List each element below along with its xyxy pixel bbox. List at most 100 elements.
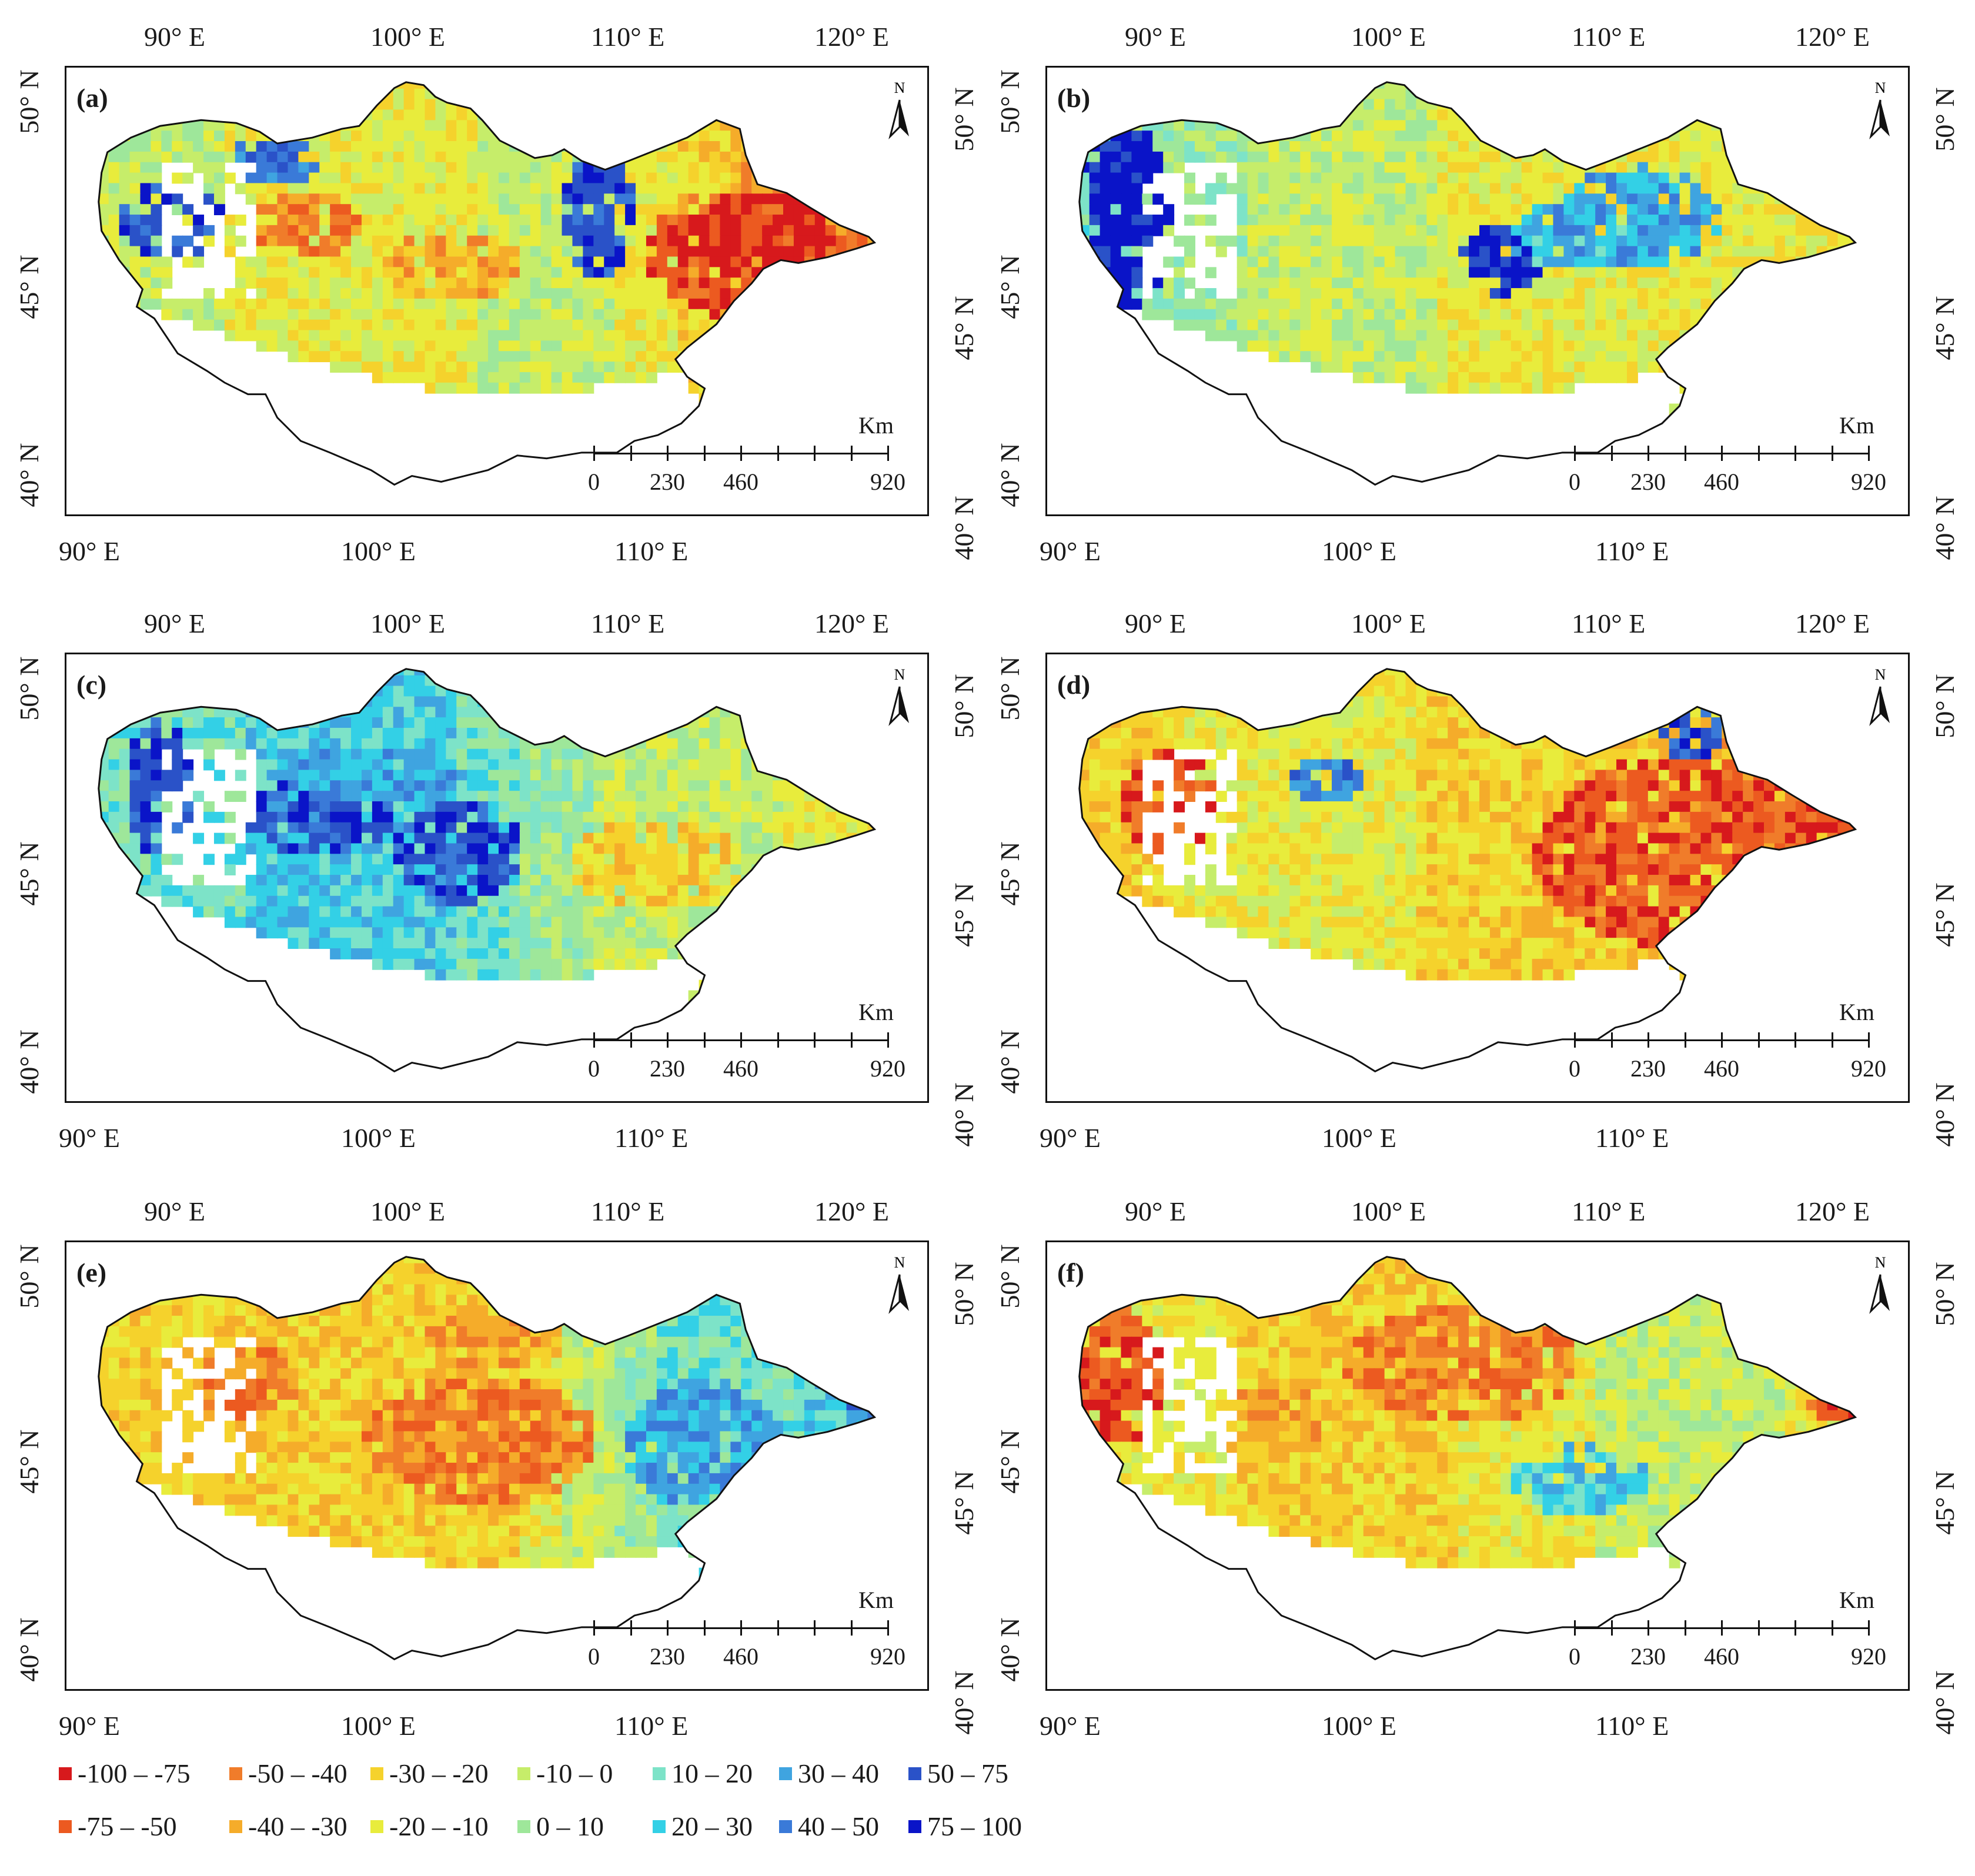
panel-label: (c) — [76, 670, 107, 700]
top-longitude-label: 100° E — [370, 1196, 445, 1226]
legend-label: 10 – 20 — [671, 1758, 753, 1788]
map-panel-f: 90° E 100° E 110° E 120° E 90° E 100° E 110° E… — [981, 1175, 1974, 1757]
left-latitude-label: 50° N — [995, 1244, 1025, 1309]
legend-item: 20 – 30 — [653, 1811, 753, 1842]
left-latitude-label: 45° N — [995, 841, 1025, 906]
panel-label: (b) — [1057, 83, 1091, 113]
country-outline — [1078, 668, 1857, 1073]
change-map — [98, 668, 877, 1073]
right-latitude-label: 45° N — [1930, 882, 1960, 947]
right-latitude-label: 45° N — [1930, 296, 1960, 360]
scale-bar-unit: Km — [858, 412, 894, 439]
legend-swatch — [653, 1820, 666, 1833]
legend-swatch — [370, 1767, 383, 1780]
legend-item: -30 – -20 — [370, 1758, 489, 1789]
left-latitude-label: 40° N — [14, 443, 44, 507]
scale-bar-unit: Km — [1839, 999, 1874, 1025]
right-latitude-label: 40° N — [949, 496, 979, 560]
legend-swatch — [653, 1767, 666, 1780]
legend-swatch — [517, 1820, 530, 1833]
map-panel-c: 90° E 100° E 110° E 120° E 90° E 100° E 110° E… — [0, 587, 994, 1169]
scale-bar-label: 0 — [1569, 1643, 1580, 1670]
top-longitude-label: 90° E — [1125, 22, 1186, 52]
right-latitude-label: 40° N — [1930, 1082, 1960, 1147]
scale-bar-label: 460 — [1704, 1643, 1739, 1670]
legend-label: 30 – 40 — [798, 1758, 879, 1788]
bottom-longitude-label: 110° E — [1595, 536, 1669, 566]
legend-label: 50 – 75 — [927, 1758, 1008, 1788]
top-longitude-label: 90° E — [144, 608, 205, 638]
legend-swatch — [779, 1820, 792, 1833]
bottom-longitude-label: 110° E — [614, 1123, 689, 1153]
right-latitude-label: 50° N — [949, 1262, 979, 1326]
bottom-longitude-label: 90° E — [59, 1711, 120, 1741]
legend-item: 40 – 50 — [779, 1811, 879, 1842]
map-frame — [65, 66, 929, 516]
scale-bar-label: 0 — [1569, 1055, 1580, 1082]
scale-bar-label: 0 — [588, 1643, 600, 1670]
scale-bar-unit: Km — [858, 1587, 894, 1613]
right-latitude-label: 40° N — [949, 1082, 979, 1147]
top-longitude-label: 110° E — [591, 22, 665, 52]
right-latitude-label: 50° N — [949, 674, 979, 738]
map-panel-b: 90° E 100° E 110° E 120° E 90° E 100° E 110° E… — [981, 0, 1974, 582]
scale-bar-label: 460 — [723, 469, 758, 495]
legend-item: 30 – 40 — [779, 1758, 879, 1789]
legend-item: 75 – 100 — [908, 1811, 1022, 1842]
scale-bar-label: 0 — [1569, 469, 1580, 495]
map-panel-e: 90° E 100° E 110° E 120° E 90° E 100° E 110° E… — [0, 1175, 994, 1757]
legend-label: 0 – 10 — [536, 1811, 604, 1841]
legend-label: -20 – -10 — [389, 1811, 489, 1841]
legend-label: -50 – -40 — [248, 1758, 347, 1788]
scale-bar-unit: Km — [1839, 412, 1874, 439]
scale-bar-label: 460 — [723, 1055, 758, 1082]
top-longitude-label: 100° E — [370, 22, 445, 52]
left-latitude-label: 45° N — [14, 1429, 44, 1494]
legend-item: -40 – -30 — [229, 1811, 347, 1842]
left-latitude-label: 50° N — [14, 1244, 44, 1309]
svg-text:N: N — [1875, 79, 1886, 96]
legend-label: 40 – 50 — [798, 1811, 879, 1841]
svg-text:N: N — [894, 79, 905, 96]
legend-label: -10 – 0 — [536, 1758, 613, 1788]
right-latitude-label: 45° N — [1930, 1470, 1960, 1535]
top-longitude-label: 100° E — [1351, 22, 1426, 52]
scale-bar: 0 230 460 920 Km — [1569, 999, 1886, 1085]
right-latitude-label: 45° N — [949, 882, 979, 947]
bottom-longitude-label: 100° E — [341, 1711, 416, 1741]
scale-bar-label: 0 — [588, 469, 600, 495]
scale-bar-label: 460 — [1704, 1055, 1739, 1082]
right-latitude-label: 50° N — [1930, 1262, 1960, 1326]
change-map — [1078, 1256, 1857, 1661]
top-longitude-label: 90° E — [1125, 1196, 1186, 1226]
north-arrow-icon: N — [1863, 78, 1898, 142]
legend-swatch — [229, 1767, 242, 1780]
scale-bar-label: 230 — [650, 469, 685, 495]
legend-swatch — [908, 1767, 921, 1780]
left-latitude-label: 45° N — [995, 1429, 1025, 1494]
legend-label: -40 – -30 — [248, 1811, 347, 1841]
scale-bar-label: 920 — [870, 1055, 905, 1082]
scale-bar: 0 230 460 920 Km — [1569, 1587, 1886, 1673]
legend-item: -50 – -40 — [229, 1758, 347, 1789]
legend-label: -75 – -50 — [78, 1811, 177, 1841]
panel-label: (f) — [1057, 1258, 1084, 1288]
legend-item: -100 – -75 — [59, 1758, 191, 1789]
bottom-longitude-label: 110° E — [614, 1711, 689, 1741]
bottom-longitude-label: 90° E — [1040, 1123, 1101, 1153]
legend-label: -100 – -75 — [78, 1758, 191, 1788]
map-frame — [1045, 653, 1910, 1103]
bottom-longitude-label: 90° E — [1040, 1711, 1101, 1741]
right-latitude-label: 45° N — [949, 296, 979, 360]
top-longitude-label: 100° E — [370, 608, 445, 638]
left-latitude-label: 50° N — [14, 69, 44, 134]
bottom-longitude-label: 100° E — [341, 1123, 416, 1153]
bottom-longitude-label: 100° E — [1322, 536, 1396, 566]
north-arrow-icon: N — [882, 664, 917, 729]
scale-bar-label: 460 — [723, 1643, 758, 1670]
bottom-longitude-label: 90° E — [59, 1123, 120, 1153]
top-longitude-label: 110° E — [1572, 1196, 1646, 1226]
change-map — [1078, 668, 1857, 1073]
right-latitude-label: 50° N — [1930, 674, 1960, 738]
legend-item: 0 – 10 — [517, 1811, 604, 1842]
